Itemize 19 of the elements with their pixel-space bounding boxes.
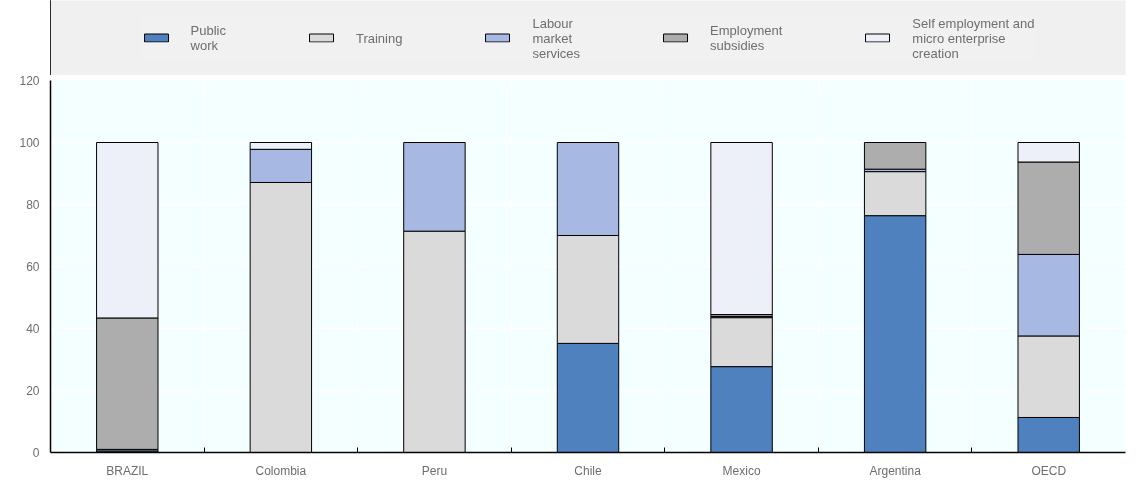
legend-label: Self employment and micro enterprise creation	[912, 15, 1035, 60]
x-tick-label: Mexico	[722, 463, 761, 478]
y-tick-label: 120	[19, 74, 40, 88]
legend-label: Labour market services	[532, 15, 581, 60]
x-tick-label: Colombia	[255, 463, 307, 478]
y-tick-label: 0	[32, 446, 40, 460]
legend-label: Public work	[190, 22, 226, 53]
x-tick-label: Chile	[574, 463, 602, 478]
x-tick-label: Argentina	[869, 463, 922, 478]
y-tick-label: 100	[19, 136, 40, 150]
x-tick-label: OECD	[1031, 463, 1067, 478]
y-tick-label: 60	[26, 260, 40, 274]
x-tick-label: BRAZIL	[106, 463, 149, 478]
x-tick-label: Peru	[421, 463, 448, 478]
y-tick-label: 80	[26, 198, 40, 212]
legend-label: Training	[355, 30, 403, 45]
legend-label: Employment subsidies	[710, 22, 783, 53]
y-tick-label: 40	[26, 322, 40, 336]
y-tick-label: 20	[26, 384, 40, 398]
